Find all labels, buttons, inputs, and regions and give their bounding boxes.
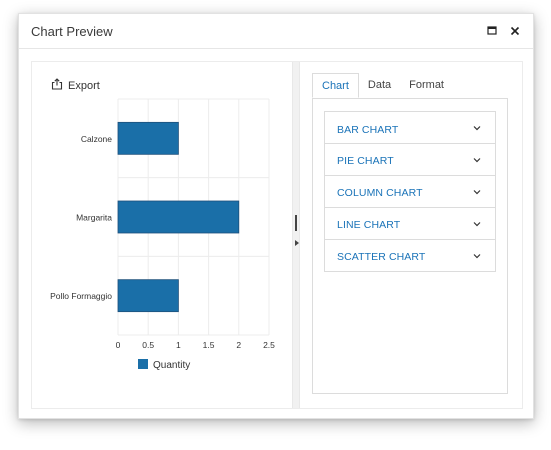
category-label: Pollo Formaggio (50, 291, 112, 301)
accordion-label: SCATTER CHART (337, 251, 426, 263)
chevron-down-icon (473, 222, 481, 227)
dialog-content: Export Calzone Margarita Pollo Formaggio 0 0… (31, 61, 523, 409)
export-button[interactable]: Export (51, 78, 100, 94)
accordion-item-scatter-chart[interactable]: SCATTER CHART (324, 240, 496, 272)
splitter[interactable] (292, 62, 300, 408)
dialog-title: Chart Preview (31, 24, 113, 39)
tab-strip: Chart Data Format (312, 73, 453, 99)
x-tick-label: 0.5 (142, 340, 154, 350)
accordion-item-bar-chart[interactable]: BAR CHART (324, 111, 496, 144)
bar-chart: Calzone Margarita Pollo Formaggio 0 0.5 1 1.5 2… (50, 98, 275, 371)
export-icon (51, 77, 63, 95)
export-label: Export (68, 80, 100, 92)
accordion-label: COLUMN CHART (337, 187, 423, 199)
chevron-down-icon (473, 254, 481, 259)
chevron-down-icon (473, 158, 481, 163)
x-tick-label: 2 (236, 340, 241, 350)
maximize-icon[interactable] (484, 23, 500, 39)
x-tick-label: 2.5 (263, 340, 275, 350)
category-label: Calzone (81, 134, 112, 144)
accordion-item-pie-chart[interactable]: PIE CHART (324, 144, 496, 176)
bar (117, 121, 179, 155)
x-tick-label: 0 (116, 340, 121, 350)
accordion-label: LINE CHART (337, 219, 401, 231)
x-tick-label: 1.5 (203, 340, 215, 350)
accordion-item-line-chart[interactable]: LINE CHART (324, 208, 496, 240)
chevron-down-icon (473, 190, 481, 195)
bar (117, 279, 179, 313)
splitter-handle[interactable] (295, 215, 297, 231)
accordion-item-column-chart[interactable]: COLUMN CHART (324, 176, 496, 208)
tab-panel-chart: BAR CHART PIE CHART COLUMN CHART LINE CH… (312, 98, 508, 394)
dialog-titlebar: Chart Preview (19, 14, 533, 49)
chart-type-accordion: BAR CHART PIE CHART COLUMN CHART LINE CH… (324, 111, 496, 272)
close-icon[interactable] (507, 23, 523, 39)
category-label: Margarita (76, 213, 112, 223)
x-tick-label: 1 (176, 340, 181, 350)
bar (117, 200, 240, 234)
chart-pane: Export Calzone Margarita Pollo Formaggio 0 0… (32, 62, 292, 408)
accordion-label: PIE CHART (337, 155, 394, 167)
legend-swatch (138, 359, 148, 369)
settings-pane: Chart Data Format BAR CHART PIE CHART CO… (300, 62, 522, 408)
chart-preview-dialog: Chart Preview (18, 13, 534, 419)
tab-chart[interactable]: Chart (312, 73, 359, 98)
tab-format[interactable]: Format (409, 79, 444, 91)
collapse-arrow-icon[interactable] (295, 240, 299, 246)
chevron-down-icon (473, 126, 481, 131)
accordion-label: BAR CHART (337, 124, 399, 136)
legend-label: Quantity (153, 360, 190, 371)
tab-data[interactable]: Data (367, 79, 392, 91)
